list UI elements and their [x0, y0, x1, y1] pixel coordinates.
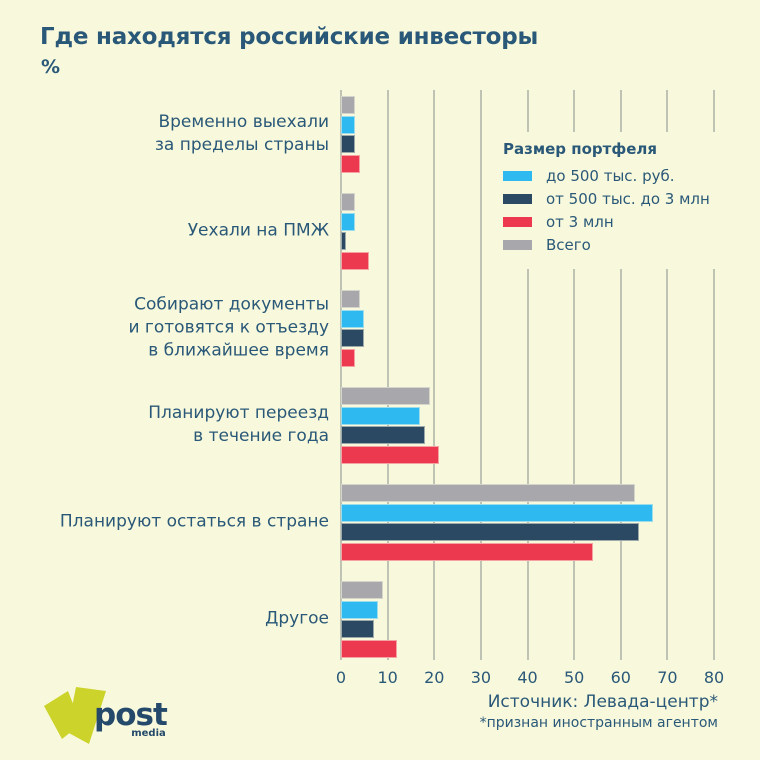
x-tick-label: 30 [470, 668, 492, 687]
gridline [573, 90, 576, 660]
category-label: Временно выехали за пределы страны [154, 112, 329, 156]
category-label: Другое [265, 608, 329, 629]
bar [341, 96, 355, 114]
bar-chart: 0 10 20 30 40 50 60 70 80 Размер портфеля до 500… [336, 90, 726, 687]
legend-label: от 3 млн [546, 213, 614, 231]
bar [341, 600, 379, 619]
bar [341, 212, 355, 231]
x-tick-label: 20 [424, 668, 445, 687]
legend-label: от 500 тыс. до 3 млн [546, 190, 710, 208]
bar [341, 309, 365, 328]
unit-label: % [41, 56, 61, 78]
x-tick-label: 70 [657, 668, 678, 687]
logo-wordmark: post media [94, 697, 168, 740]
legend-swatch [503, 194, 532, 204]
bar [341, 387, 430, 405]
gridline [666, 90, 669, 660]
x-tick-label: 40 [517, 668, 538, 687]
bar [341, 154, 360, 173]
gridline [713, 90, 715, 660]
bar-group [341, 387, 714, 465]
x-tick-label: 0 [335, 668, 347, 687]
bar [341, 115, 355, 134]
bar [341, 426, 425, 444]
gridline [479, 90, 482, 660]
bar-group [341, 484, 714, 562]
legend-swatch [503, 171, 532, 181]
legend-item: от 500 тыс. до 3 млн [503, 190, 710, 208]
logo-media-text: media [131, 728, 166, 739]
x-tick-label: 10 [377, 668, 398, 687]
bar [341, 484, 635, 502]
legend-label: Всего [546, 236, 591, 254]
logo-v-icon [44, 687, 106, 744]
bar [341, 503, 654, 522]
bar [341, 445, 439, 464]
bar [341, 232, 346, 250]
bar [341, 581, 383, 599]
gridline [526, 90, 529, 660]
logo-post-text: post [94, 697, 168, 733]
category-label: Собирают документы и готовятся к отъезду… [128, 294, 329, 361]
bar [341, 193, 355, 211]
chart-legend: Размер портфеля до 500 тыс. руб. от 500 т… [491, 132, 726, 269]
bar [341, 348, 355, 367]
category-label: Планируют остаться в стране [59, 511, 329, 532]
category-label: Планируют переезд в течение года [148, 403, 329, 447]
legend-item: Всего [503, 236, 710, 254]
source-line-1: Источник: Левада-центр* [487, 692, 718, 712]
x-tick-label: 80 [703, 668, 725, 687]
legend-label: до 500 тыс. руб. [546, 167, 675, 185]
bar [341, 542, 593, 561]
source-attribution: Источник: Левада-центр* *признан иностра… [480, 692, 718, 731]
bar [341, 639, 397, 658]
bar [341, 620, 374, 638]
bar [341, 290, 360, 308]
legend-swatch [503, 240, 532, 250]
page-title: Где находятся российские инвесторы [40, 24, 539, 50]
bar-group [341, 581, 714, 659]
legend-swatch [503, 217, 532, 227]
bar-group [341, 193, 714, 271]
bar-group [341, 290, 714, 368]
gridline [619, 90, 622, 660]
bar-group [341, 96, 714, 174]
gridline [433, 90, 436, 660]
gridline [340, 90, 342, 660]
x-tick-label: 50 [563, 668, 585, 687]
gridline [386, 90, 389, 660]
vpost-logo: post media [42, 684, 192, 750]
bar [341, 406, 421, 425]
source-line-2: *признан иностранным агентом [479, 715, 718, 731]
bar [341, 523, 640, 541]
bar [341, 251, 369, 270]
x-tick-label: 60 [610, 668, 631, 687]
legend-title: Размер портфеля [503, 140, 657, 158]
legend-items: до 500 тыс. руб. от 500 тыс. до 3 млн от 3… [503, 167, 710, 254]
legend-item: до 500 тыс. руб. [503, 167, 710, 185]
bar [341, 135, 355, 153]
bar [341, 329, 365, 347]
category-label: Уехали на ПМЖ [187, 220, 329, 241]
legend-item: от 3 млн [503, 213, 710, 231]
